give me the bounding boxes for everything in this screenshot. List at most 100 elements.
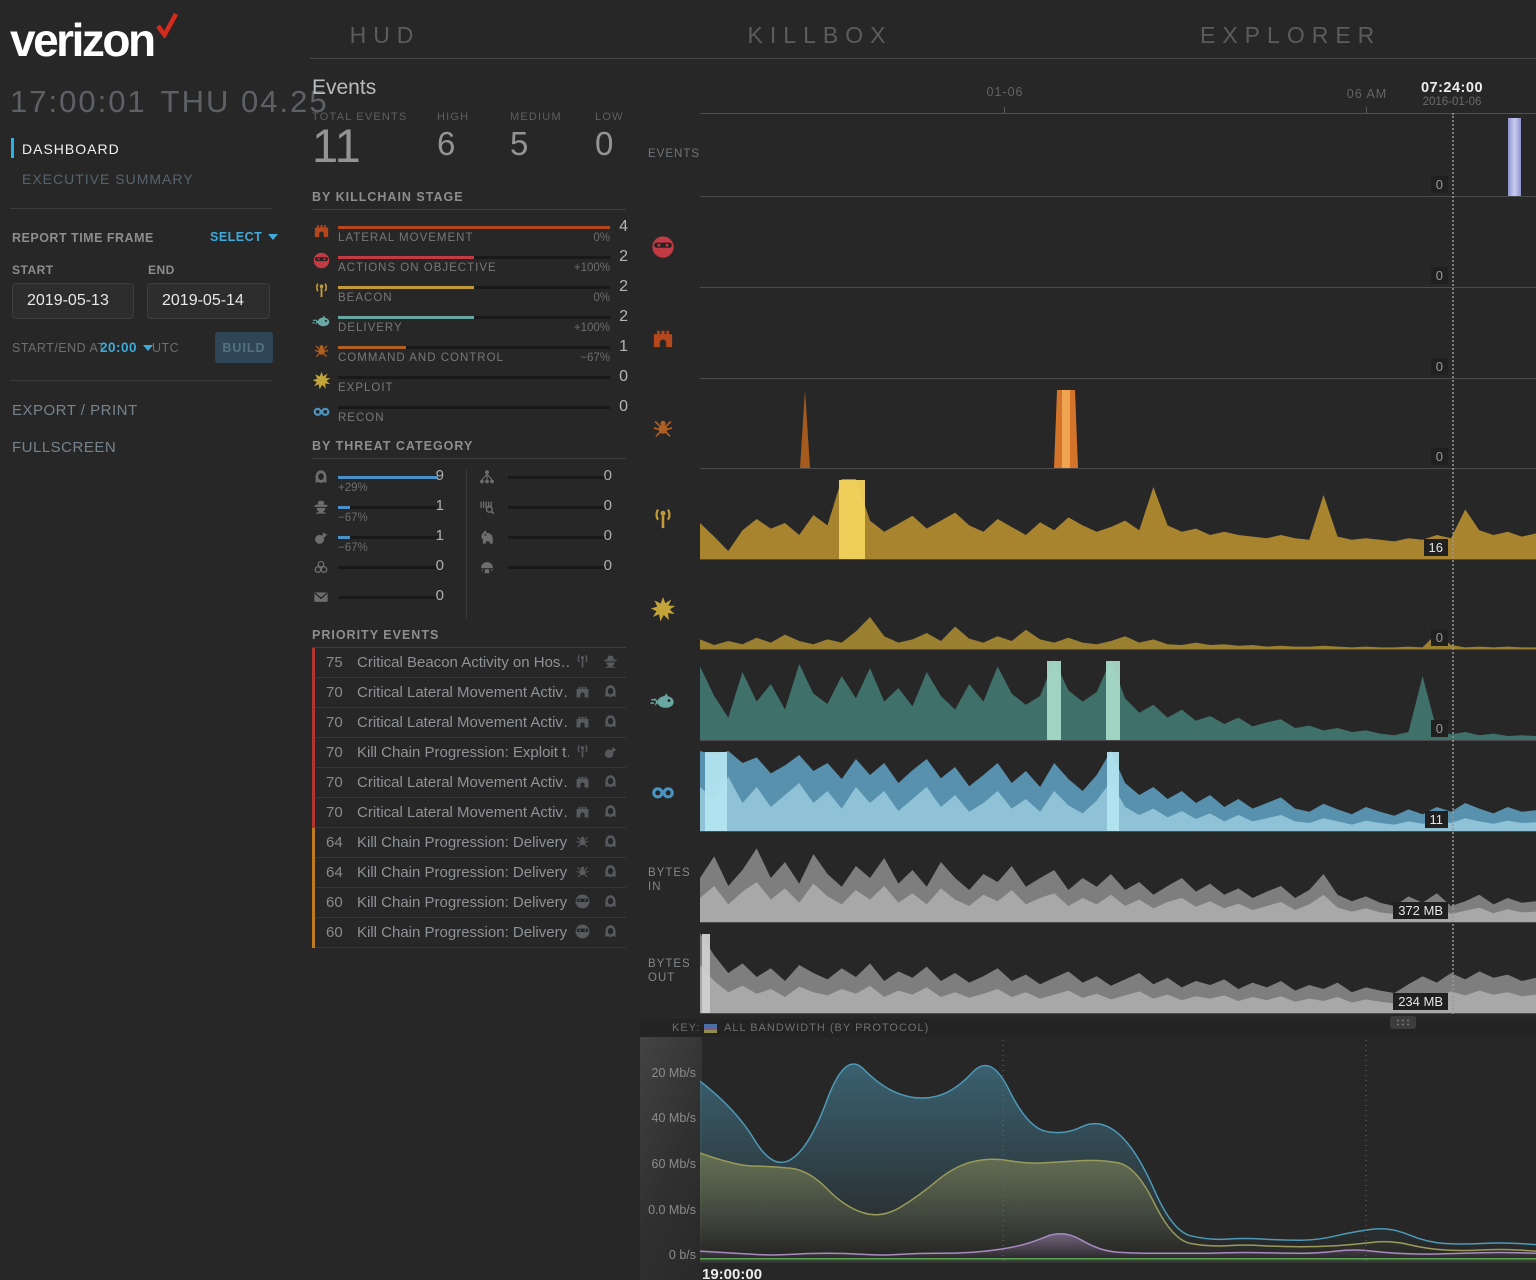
bandwidth-line-protocol-band-3: [700, 1233, 1536, 1256]
timeline-chart-exploit[interactable]: [700, 569, 1536, 649]
threat-row-mushroom[interactable]: 0: [478, 557, 628, 588]
threat-bar-track: [508, 536, 608, 539]
priority-event-row[interactable]: 60 Kill Chain Progression: Delivery…: [312, 888, 626, 918]
killchain-row-recon[interactable]: RECON 0: [312, 398, 628, 429]
sidebar-item-executive-summary[interactable]: EXECUTIVE SUMMARY: [22, 171, 194, 187]
threat-bar-fill: [338, 536, 350, 539]
event-title: Critical Lateral Movement Activ…: [357, 804, 569, 821]
severity-bar: [312, 858, 315, 888]
threat-count: 9: [435, 467, 444, 484]
burst-icon: [312, 371, 331, 390]
killchain-row-delivery[interactable]: DELIVERY +100% 2: [312, 308, 628, 339]
row-filter-command-and-control[interactable]: [650, 415, 676, 446]
killchain-row-actions-on-objective[interactable]: ACTIONS ON OBJECTIVE +100% 2: [312, 248, 628, 279]
tab-killbox[interactable]: KILLBOX: [747, 22, 893, 48]
sidebar-item-dashboard[interactable]: DASHBOARD: [22, 141, 120, 157]
tab-hud[interactable]: HUD: [349, 22, 421, 48]
threat-bar-fill: [338, 506, 350, 509]
row-filter-beacon[interactable]: [650, 506, 676, 537]
export-print-link[interactable]: EXPORT / PRINT: [12, 402, 138, 419]
threat-count: 0: [435, 557, 444, 574]
threat-row-bomb[interactable]: −67% 1: [312, 527, 462, 558]
mushroom-icon: [481, 562, 493, 574]
row-separator: [700, 740, 1536, 741]
priority-event-row[interactable]: 70 Critical Lateral Movement Activ…: [312, 798, 626, 828]
bomb-icon: [315, 531, 328, 544]
axis-tick-label: 01-06: [986, 85, 1024, 99]
spider-icon: [576, 836, 589, 848]
row-filter-lateral-movement[interactable]: [650, 325, 676, 356]
event-title: Critical Lateral Movement Activ…: [357, 714, 569, 731]
timeline-chart-bytes-in[interactable]: [700, 842, 1536, 922]
chevron-down-icon: [268, 234, 279, 240]
event-title: Kill Chain Progression: Delivery…: [357, 834, 569, 851]
castle-icon: [576, 776, 589, 788]
priority-event-row[interactable]: 70 Critical Lateral Movement Activ…: [312, 678, 626, 708]
threat-column-divider: [466, 470, 467, 618]
timeline-chart-bytes-out[interactable]: [700, 933, 1536, 1013]
row-filter-actions-on-objective[interactable]: [650, 234, 676, 265]
priority-event-row[interactable]: 70 Kill Chain Progression: Exploit t…: [312, 738, 626, 768]
build-button[interactable]: BUILD: [215, 332, 273, 363]
total-events-value: 11: [312, 119, 361, 172]
row-filter-delivery[interactable]: [650, 687, 676, 718]
clock-date: THU 04.25: [160, 84, 329, 119]
threat-row-hacker[interactable]: +29% 9: [312, 467, 462, 498]
beacon-icon: [315, 283, 328, 298]
start-date-input[interactable]: [12, 283, 134, 319]
threat-row-envelope[interactable]: 0: [312, 587, 462, 618]
stage-trend: +100%: [573, 322, 610, 334]
killchain-row-lateral-movement[interactable]: LATERAL MOVEMENT 0% 4: [312, 218, 628, 249]
threat-row-scanner[interactable]: 0: [478, 497, 628, 528]
priority-event-row[interactable]: 70 Critical Lateral Movement Activ…: [312, 768, 626, 798]
priority-events-section-header: PRIORITY EVENTS: [312, 628, 440, 642]
row-separator: [700, 1013, 1536, 1014]
select-dropdown[interactable]: SELECT: [210, 230, 279, 244]
row-filter-recon[interactable]: [650, 778, 676, 809]
threat-count: 0: [603, 467, 612, 484]
resize-handle[interactable]: [1390, 1016, 1416, 1029]
event-title: Kill Chain Progression: Delivery…: [357, 894, 569, 911]
killchain-row-command-and-control[interactable]: COMMAND AND CONTROL −67% 1: [312, 338, 628, 369]
utc-label: UTC: [152, 341, 180, 355]
section-divider: [312, 647, 626, 648]
severity-bar: [312, 678, 315, 708]
row-separator: [700, 922, 1536, 923]
threat-row-biohazard[interactable]: 0: [312, 557, 462, 588]
time-dropdown[interactable]: 20:00: [100, 340, 154, 355]
timeline-chart-command-and-control[interactable]: [700, 388, 1536, 468]
tab-explorer[interactable]: EXPLORER: [1200, 22, 1382, 48]
priority-event-row[interactable]: 70 Critical Lateral Movement Activ…: [312, 708, 626, 738]
fullscreen-link[interactable]: FULLSCREEN: [12, 439, 117, 456]
threat-bar-track: [338, 596, 438, 599]
row-separator: [700, 831, 1536, 832]
priority-event-row[interactable]: 64 Kill Chain Progression: Delivery…: [312, 828, 626, 858]
timeline-chart-beacon[interactable]: [700, 479, 1536, 559]
timeline-chart-events[interactable]: [700, 116, 1536, 196]
end-date-input[interactable]: [147, 283, 270, 319]
threat-row-trojan[interactable]: 0: [478, 527, 628, 558]
timeline-chart-recon[interactable]: [700, 751, 1536, 831]
ninja-icon: [575, 894, 590, 909]
killchain-row-exploit[interactable]: EXPLOIT 0: [312, 368, 628, 399]
fish-icon: [650, 693, 674, 708]
stage-bar-track: [338, 376, 610, 379]
timeline-chart-delivery[interactable]: [700, 660, 1536, 740]
priority-event-row[interactable]: 60 Kill Chain Progression: Delivery…: [312, 918, 626, 948]
threat-row-spy[interactable]: −67% 1: [312, 497, 462, 528]
bandwidth-legend-icon: [704, 1024, 717, 1033]
time-cursor-line[interactable]: [1452, 113, 1454, 1014]
threat-row-botnet[interactable]: 0: [478, 467, 628, 498]
stage-trend: −67%: [580, 352, 610, 364]
header-divider: [310, 58, 1536, 59]
killchain-row-beacon[interactable]: BEACON 0% 2: [312, 278, 628, 309]
hacker-icon: [605, 715, 616, 728]
priority-event-row[interactable]: 75 Critical Beacon Activity on Hos…: [312, 648, 626, 678]
envelope-icon: [314, 592, 328, 602]
threat-bar-fill: [338, 476, 438, 479]
event-score: 60: [326, 894, 343, 911]
botnet-icon: [480, 470, 494, 484]
priority-event-row[interactable]: 64 Kill Chain Progression: Delivery…: [312, 858, 626, 888]
bandwidth-y-tick: 60 Mb/s: [651, 1157, 696, 1171]
row-filter-exploit[interactable]: [650, 596, 676, 627]
